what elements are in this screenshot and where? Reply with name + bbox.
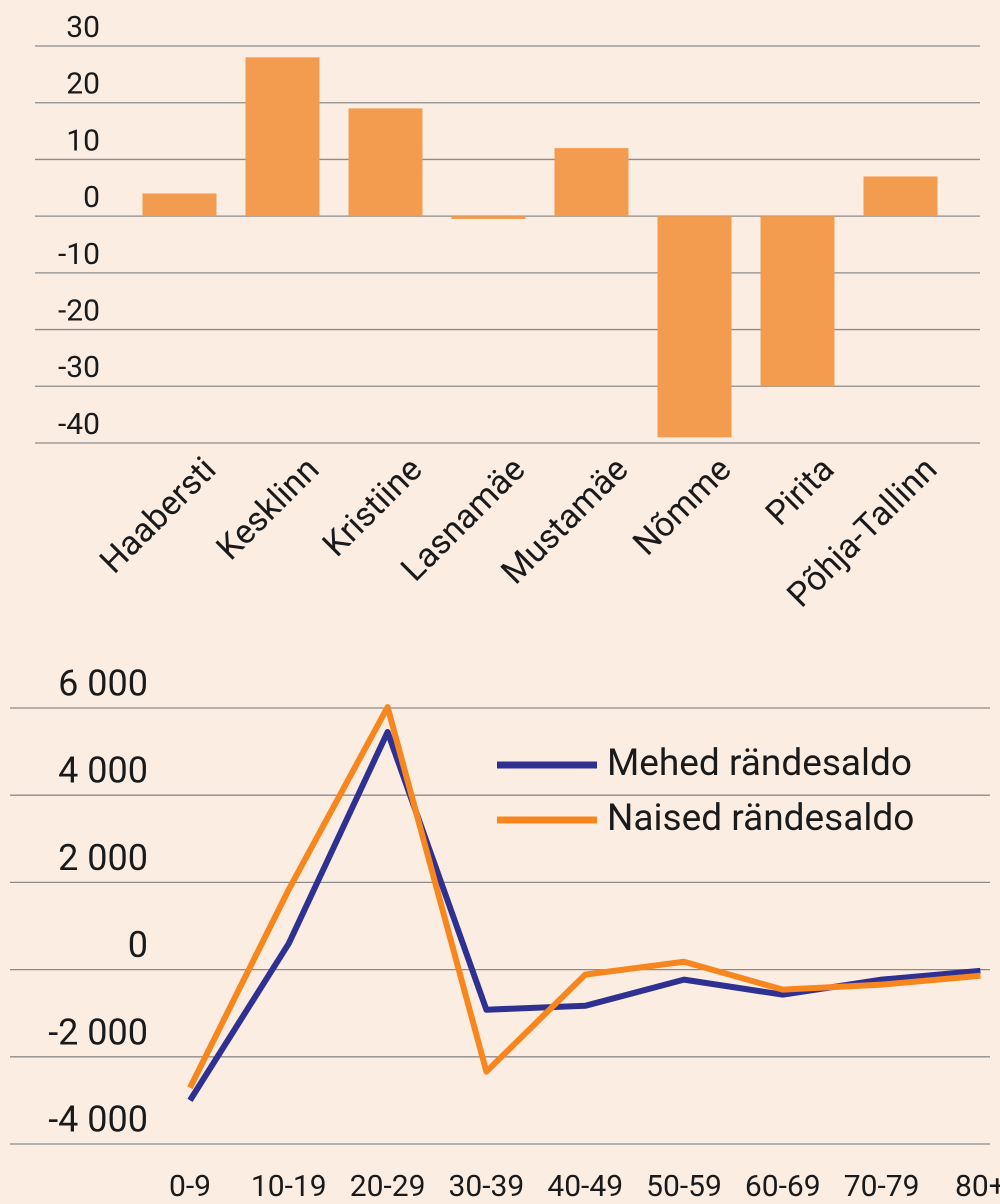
bar — [142, 193, 217, 217]
x-tick-label: Nõmme — [625, 449, 739, 563]
line-series — [187, 704, 981, 1090]
x-tick-label: 70-79 — [844, 1169, 920, 1204]
y-tick-label: 6 000 — [58, 663, 148, 705]
x-tick-label: 0-9 — [169, 1169, 211, 1204]
bar — [760, 216, 835, 387]
x-tick-label: Pirita — [758, 449, 842, 533]
bar — [451, 216, 526, 219]
x-tick-label: 10-19 — [251, 1169, 327, 1204]
x-tick-label: Kesklinn — [209, 449, 328, 568]
bar — [863, 176, 938, 217]
x-tick-label: 30-39 — [449, 1169, 525, 1204]
y-tick-label: -10 — [58, 237, 100, 272]
x-tick-label: 40-49 — [547, 1169, 623, 1204]
y-tick-label: 30 — [66, 10, 100, 45]
y-tick-label: -20 — [58, 293, 100, 328]
line-series — [187, 728, 981, 1102]
bar — [348, 108, 423, 217]
y-tick-label: 20 — [66, 67, 100, 102]
x-tick-label: 60-69 — [745, 1169, 821, 1204]
bar — [245, 57, 320, 217]
bar — [657, 216, 732, 438]
x-tick-label: 80+ — [955, 1169, 1000, 1204]
x-tick-label: 50-59 — [646, 1169, 722, 1204]
y-tick-label: -30 — [58, 350, 100, 385]
x-tick-label: 20-29 — [350, 1169, 426, 1204]
y-tick-label: 10 — [66, 123, 100, 158]
y-tick-label: 0 — [128, 924, 148, 966]
y-tick-label: 4 000 — [58, 750, 148, 792]
legend-label: Naised rändesaldo — [607, 797, 914, 840]
x-tick-label: Haabersti — [92, 449, 224, 581]
legend-label: Mehed rändesaldo — [607, 742, 912, 785]
y-tick-label: -4 000 — [48, 1099, 148, 1141]
y-tick-label: -40 — [58, 407, 100, 442]
y-tick-label: -2 000 — [48, 1011, 148, 1053]
bar — [554, 148, 629, 217]
y-tick-label: 0 — [83, 180, 100, 215]
y-tick-label: 2 000 — [58, 837, 148, 879]
